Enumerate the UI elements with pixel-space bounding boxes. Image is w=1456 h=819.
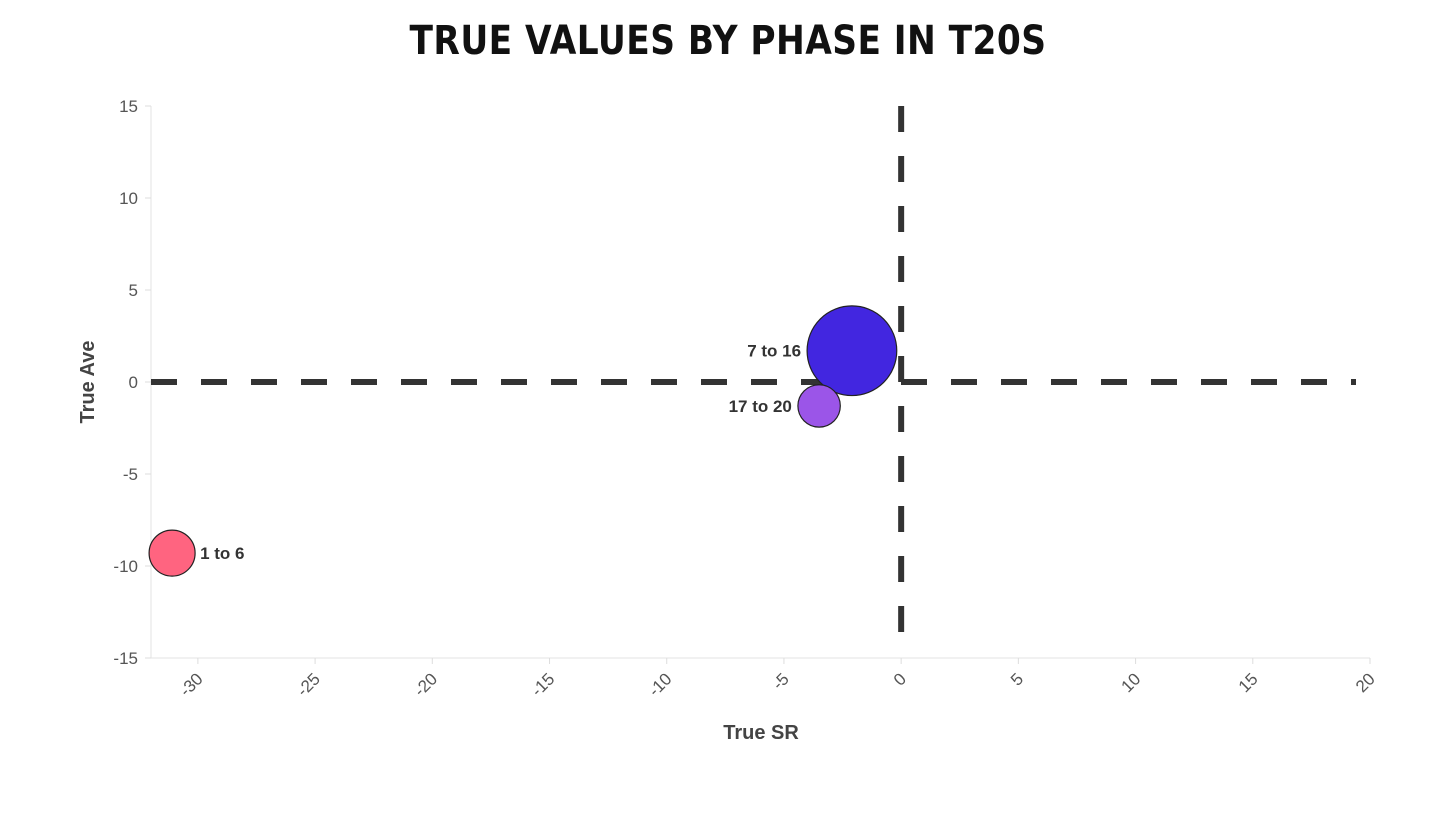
y-axis-title: True Ave bbox=[77, 341, 99, 424]
x-tick-label: -30 bbox=[176, 669, 207, 700]
y-tick-label: -15 bbox=[113, 649, 138, 668]
data-point bbox=[148, 529, 196, 577]
y-tick-label: -5 bbox=[123, 465, 138, 484]
data-points bbox=[148, 305, 898, 577]
x-tick-label: -10 bbox=[645, 669, 676, 700]
point-label: 1 to 6 bbox=[200, 544, 244, 563]
data-point bbox=[806, 305, 898, 397]
reference-lines bbox=[151, 106, 1356, 644]
y-tick-label: 0 bbox=[129, 373, 138, 392]
x-tick-label: -25 bbox=[293, 669, 324, 700]
x-tick-label: 15 bbox=[1235, 669, 1262, 696]
y-tick-label: 5 bbox=[129, 281, 138, 300]
x-tick-label: 20 bbox=[1352, 669, 1379, 696]
point-labels: 7 to 16 1 to 6 17 to 20 bbox=[200, 342, 801, 563]
point-label: 17 to 20 bbox=[729, 397, 792, 416]
data-point bbox=[797, 384, 841, 428]
x-tick-label: 5 bbox=[1007, 669, 1027, 689]
x-axis-title: True SR bbox=[723, 722, 799, 744]
point-label: 7 to 16 bbox=[747, 342, 801, 361]
x-tick-label: -15 bbox=[528, 669, 559, 700]
y-tick-label: -10 bbox=[113, 557, 138, 576]
y-tick-label: 15 bbox=[119, 97, 138, 116]
chart-title: True Values by Phase in T20s bbox=[409, 18, 1047, 64]
x-tick-label: 0 bbox=[890, 669, 910, 689]
x-tick-label: -20 bbox=[410, 669, 441, 700]
x-tick-label: -5 bbox=[769, 669, 793, 693]
x-tick-label: 10 bbox=[1118, 669, 1145, 696]
y-tick-label: 10 bbox=[119, 189, 138, 208]
